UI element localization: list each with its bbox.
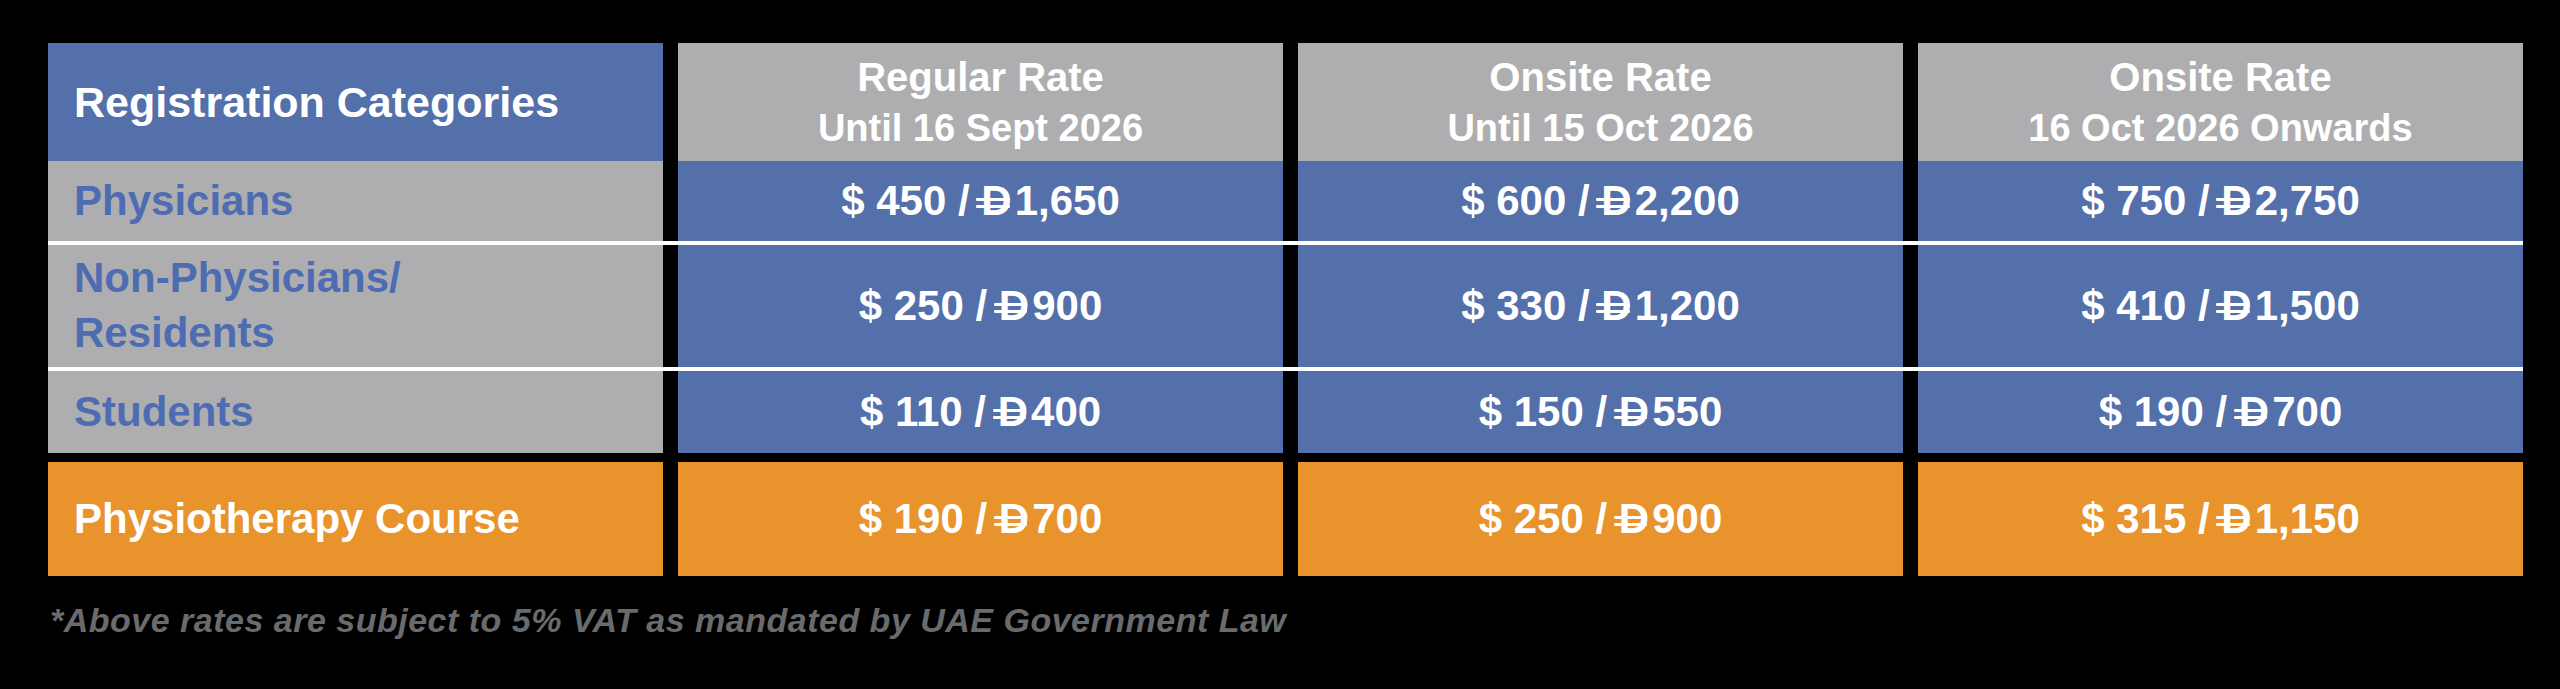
rate-separator: /	[2204, 388, 2239, 436]
vat-footnote: *Above rates are subject to 5% VAT as ma…	[50, 601, 1286, 640]
aed-amount: 1,150	[2255, 495, 2360, 543]
pricing-table: Registration Categories Regular Rate Unt…	[48, 43, 2523, 576]
aed-amount: 2,200	[1635, 177, 1740, 225]
rate-cell: $ 110 / D400	[678, 371, 1283, 453]
column-subtitle: 16 Oct 2026 Onwards	[2028, 103, 2412, 153]
aed-amount: 1,650	[1015, 177, 1120, 225]
rate-cell: $ 330 / D1,200	[1298, 245, 1903, 367]
table-row-physicians: Physicians $ 450 / D1,650 $ 600 / D2,200…	[48, 161, 2523, 241]
category-label: Physicians	[48, 161, 663, 241]
dirham-symbol-icon: D	[998, 391, 1028, 433]
usd-amount: $ 110	[860, 388, 963, 436]
dirham-symbol-icon: D	[2239, 391, 2269, 433]
rate-separator: /	[964, 495, 999, 543]
section-gap	[48, 453, 2523, 462]
usd-amount: $ 410	[2081, 282, 2186, 330]
rate-cell: $ 450 / D1,650	[678, 161, 1283, 241]
rate-cell: $ 600 / D2,200	[1298, 161, 1903, 241]
column-header-regular-rate: Regular Rate Until 16 Sept 2026	[678, 43, 1283, 161]
table-row-non-physicians-residents: Non-Physicians/ Residents $ 250 / D900 $…	[48, 245, 2523, 367]
dirham-symbol-icon: D	[2221, 180, 2251, 222]
aed-amount: 400	[1031, 388, 1101, 436]
rate-separator: /	[964, 282, 999, 330]
column-subtitle: Until 16 Sept 2026	[818, 103, 1143, 153]
dirham-symbol-icon: D	[1601, 285, 1631, 327]
aed-amount: 700	[2272, 388, 2342, 436]
dirham-symbol-icon: D	[1619, 498, 1649, 540]
rate-separator: /	[2186, 495, 2221, 543]
dirham-symbol-icon: D	[2221, 285, 2251, 327]
usd-amount: $ 750	[2081, 177, 2186, 225]
rate-cell: $ 250 / D900	[1298, 462, 1903, 576]
column-title: Onsite Rate	[2109, 51, 2331, 104]
usd-amount: $ 450	[841, 177, 946, 225]
registration-rates-graphic: Registration Categories Regular Rate Unt…	[0, 0, 2560, 689]
usd-amount: $ 250	[1479, 495, 1584, 543]
usd-amount: $ 330	[1461, 282, 1566, 330]
column-title: Regular Rate	[857, 51, 1104, 104]
table-row-students: Students $ 110 / D400 $ 150 / D550 $ 190…	[48, 371, 2523, 453]
dirham-symbol-icon: D	[1619, 391, 1649, 433]
rate-cell: $ 750 / D2,750	[1918, 161, 2523, 241]
registration-categories-header: Registration Categories	[48, 43, 663, 161]
dirham-symbol-icon: D	[999, 285, 1029, 327]
rate-separator: /	[1584, 495, 1619, 543]
dirham-symbol-icon: D	[2221, 498, 2251, 540]
aed-amount: 1,200	[1635, 282, 1740, 330]
aed-amount: 700	[1032, 495, 1102, 543]
usd-amount: $ 150	[1479, 388, 1584, 436]
dirham-symbol-icon: D	[1601, 180, 1631, 222]
usd-amount: $ 190	[2099, 388, 2204, 436]
aed-amount: 900	[1652, 495, 1722, 543]
category-label: Physiotherapy Course	[48, 462, 663, 576]
usd-amount: $ 190	[859, 495, 964, 543]
rate-cell: $ 190 / D700	[678, 462, 1283, 576]
column-title: Onsite Rate	[1489, 51, 1711, 104]
rate-cell: $ 315 / D1,150	[1918, 462, 2523, 576]
aed-amount: 550	[1652, 388, 1722, 436]
aed-amount: 1,500	[2255, 282, 2360, 330]
aed-amount: 2,750	[2255, 177, 2360, 225]
rate-separator: /	[1566, 282, 1601, 330]
usd-amount: $ 600	[1461, 177, 1566, 225]
usd-amount: $ 250	[859, 282, 964, 330]
dirham-symbol-icon: D	[999, 498, 1029, 540]
column-header-onsite-rate-1: Onsite Rate Until 15 Oct 2026	[1298, 43, 1903, 161]
table-row-physiotherapy-course: Physiotherapy Course $ 190 / D700 $ 250 …	[48, 462, 2523, 576]
column-subtitle: Until 15 Oct 2026	[1447, 103, 1753, 153]
rate-cell: $ 410 / D1,500	[1918, 245, 2523, 367]
column-header-onsite-rate-2: Onsite Rate 16 Oct 2026 Onwards	[1918, 43, 2523, 161]
dirham-symbol-icon: D	[981, 180, 1011, 222]
category-label: Students	[48, 371, 663, 453]
rate-cell: $ 190 / D700	[1918, 371, 2523, 453]
rate-separator: /	[1566, 177, 1601, 225]
header-row: Registration Categories Regular Rate Unt…	[48, 43, 2523, 161]
category-label: Non-Physicians/ Residents	[48, 245, 663, 367]
aed-amount: 900	[1032, 282, 1102, 330]
rate-cell: $ 250 / D900	[678, 245, 1283, 367]
usd-amount: $ 315	[2081, 495, 2186, 543]
rate-separator: /	[1584, 388, 1619, 436]
rate-separator: /	[963, 388, 998, 436]
rate-cell: $ 150 / D550	[1298, 371, 1903, 453]
rate-separator: /	[946, 177, 981, 225]
rate-separator: /	[2186, 282, 2221, 330]
rate-separator: /	[2186, 177, 2221, 225]
